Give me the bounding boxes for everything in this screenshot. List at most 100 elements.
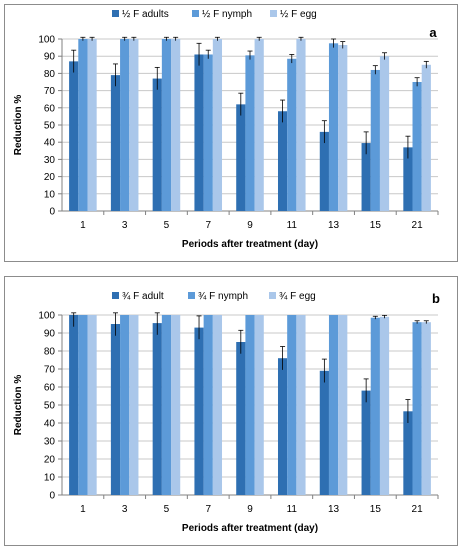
bar-nymph bbox=[78, 315, 88, 495]
bar-nymph bbox=[203, 315, 213, 495]
bar-adult bbox=[194, 54, 204, 212]
bar-adult bbox=[361, 390, 371, 495]
y-tick-label: 40 bbox=[44, 419, 56, 430]
bar-adult bbox=[152, 78, 162, 211]
bar-egg bbox=[87, 39, 97, 211]
bar-egg bbox=[296, 39, 306, 211]
y-tick-label: 0 bbox=[49, 207, 55, 218]
bar-egg bbox=[171, 39, 181, 211]
x-tick-label: 15 bbox=[370, 220, 382, 231]
bar-nymph bbox=[245, 55, 255, 212]
x-tick-label: 5 bbox=[164, 220, 170, 231]
bar-nymph bbox=[120, 39, 130, 211]
bar-egg bbox=[379, 316, 390, 495]
x-tick-label: 11 bbox=[287, 220, 298, 231]
y-tick-label: 90 bbox=[44, 329, 56, 340]
bar-adult bbox=[110, 75, 121, 212]
bar-nymph bbox=[287, 58, 297, 211]
bar-adult bbox=[69, 315, 79, 495]
x-tick-label: 13 bbox=[328, 220, 340, 231]
chart-panel-a: 0 10 20 30 40 50 60 70 80 90 100 1 3 5 7 9 11 13 15 21 ½ F a… bbox=[4, 4, 458, 262]
y-tick-label: 60 bbox=[44, 103, 56, 114]
x-tick-label: 21 bbox=[412, 220, 424, 231]
y-axis-label: Reduction % bbox=[13, 375, 24, 436]
y-tick-label: 80 bbox=[44, 69, 56, 80]
bar-egg bbox=[421, 322, 431, 495]
legend-swatch-nymph bbox=[188, 292, 195, 299]
x-tick-label: 9 bbox=[247, 220, 253, 231]
x-tick-label: 3 bbox=[122, 220, 128, 231]
bar-adult bbox=[361, 143, 371, 211]
bar-nymph bbox=[161, 39, 172, 211]
bar-egg bbox=[212, 39, 223, 211]
x-axis-label: Periods after treatment (day) bbox=[182, 239, 318, 250]
y-tick-label: 90 bbox=[44, 52, 56, 63]
x-tick-label: 1 bbox=[80, 220, 86, 231]
legend-swatch-egg bbox=[270, 10, 277, 17]
bar-nymph bbox=[245, 315, 255, 495]
bar-nymph bbox=[412, 322, 422, 495]
bar-egg bbox=[421, 64, 431, 211]
bar-nymph bbox=[328, 43, 339, 211]
bar-egg bbox=[296, 315, 306, 495]
bar-egg bbox=[129, 315, 139, 495]
y-tick-label: 30 bbox=[44, 155, 56, 166]
bar-egg bbox=[87, 315, 97, 495]
panel-label: b bbox=[432, 291, 440, 306]
x-tick-label: 15 bbox=[370, 504, 382, 515]
legend-label: ¾ F adult bbox=[122, 291, 164, 302]
x-tick-label: 11 bbox=[287, 504, 298, 515]
x-tick-label: 3 bbox=[122, 504, 128, 515]
y-tick-label: 10 bbox=[44, 473, 56, 484]
bar-nymph bbox=[287, 315, 297, 495]
bar-adult bbox=[277, 358, 288, 495]
y-tick-label: 20 bbox=[44, 455, 56, 466]
legend-swatch-adult bbox=[112, 10, 119, 17]
bar-egg bbox=[254, 315, 264, 495]
legend-swatch-nymph bbox=[192, 10, 199, 17]
bar-nymph bbox=[412, 82, 422, 211]
bar-adult bbox=[277, 111, 288, 211]
bar-nymph bbox=[370, 69, 380, 212]
x-tick-label: 5 bbox=[164, 504, 170, 515]
x-tick-label: 21 bbox=[412, 504, 424, 515]
bar-adult bbox=[319, 370, 329, 495]
bar-egg bbox=[379, 56, 390, 212]
bar-adult bbox=[236, 104, 246, 211]
bar-egg bbox=[212, 315, 223, 495]
bar-nymph bbox=[370, 317, 380, 495]
bar-egg bbox=[171, 315, 181, 495]
bar-egg bbox=[338, 315, 348, 495]
x-tick-label: 7 bbox=[205, 504, 211, 515]
y-tick-label: 10 bbox=[44, 189, 56, 200]
bar-adult bbox=[403, 147, 413, 211]
x-tick-label: 13 bbox=[328, 504, 340, 515]
y-tick-label: 100 bbox=[38, 35, 55, 46]
y-tick-label: 50 bbox=[44, 401, 56, 412]
bar-nymph bbox=[78, 39, 88, 211]
y-tick-label: 0 bbox=[49, 491, 55, 502]
y-tick-label: 100 bbox=[38, 311, 55, 322]
bar-adult bbox=[236, 342, 246, 495]
bar-adult bbox=[194, 327, 204, 495]
x-tick-label: 7 bbox=[205, 220, 211, 231]
y-tick-label: 80 bbox=[44, 347, 56, 358]
x-tick-label: 9 bbox=[247, 504, 253, 515]
bar-egg bbox=[254, 39, 264, 211]
y-tick-label: 70 bbox=[44, 365, 56, 376]
y-tick-label: 20 bbox=[44, 172, 56, 183]
panel-label: a bbox=[429, 25, 437, 40]
legend-swatch-egg bbox=[269, 292, 276, 299]
bar-nymph bbox=[120, 315, 130, 495]
legend-swatch-adult bbox=[112, 292, 119, 299]
bar-adult bbox=[110, 324, 121, 495]
y-axis-label: Reduction % bbox=[13, 95, 24, 156]
bar-nymph bbox=[161, 315, 172, 495]
legend-label: ½ F adults bbox=[122, 9, 169, 20]
bar-adult bbox=[69, 61, 79, 211]
y-tick-label: 30 bbox=[44, 437, 56, 448]
y-tick-label: 60 bbox=[44, 383, 56, 394]
y-tick-label: 50 bbox=[44, 121, 56, 132]
